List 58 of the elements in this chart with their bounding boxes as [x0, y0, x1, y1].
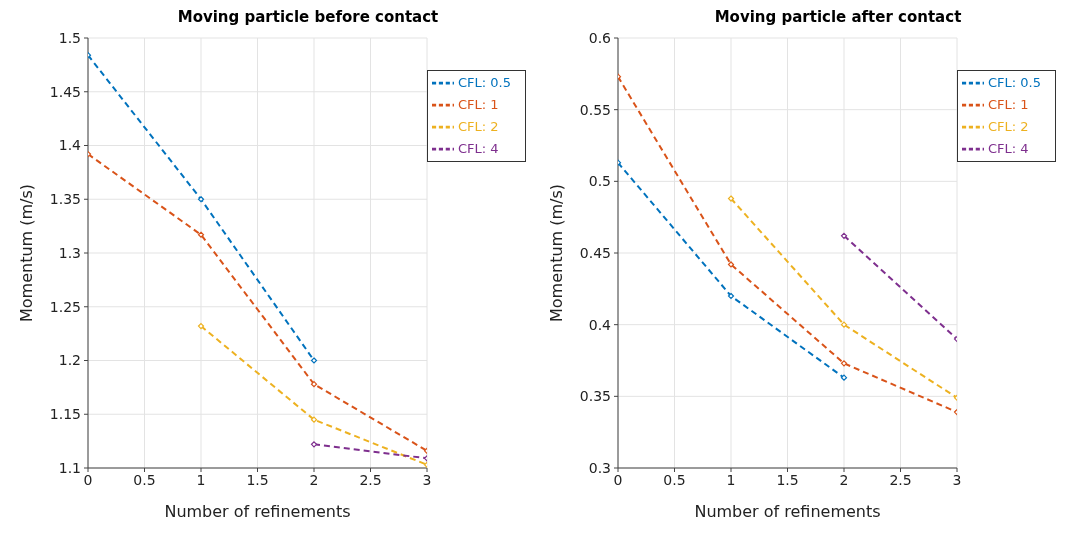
- legend-label: CFL: 4: [458, 140, 499, 156]
- y-tick-label: 0.5: [588, 173, 611, 190]
- y-tick-label: 1.1: [58, 459, 81, 476]
- point: [197, 323, 205, 330]
- legend-label: CFL: 1: [988, 96, 1029, 112]
- x-tick-label: 1.5: [246, 471, 269, 488]
- x-tick-label: 0.5: [663, 471, 686, 488]
- y-tick-label: 1.35: [49, 191, 81, 208]
- legend-label: CFL: 0.5: [458, 74, 511, 90]
- point: [727, 292, 735, 300]
- point: [423, 455, 428, 462]
- point: [197, 196, 205, 203]
- legend-label: CFL: 4: [988, 140, 1029, 156]
- legend-label: CFL: 2: [988, 118, 1029, 134]
- point: [840, 321, 848, 328]
- x-tick-label: 1: [196, 471, 206, 488]
- y-tick-label: 1.15: [49, 406, 81, 423]
- y-axis-title: Momentum (m/s): [16, 183, 36, 323]
- point: [423, 447, 428, 454]
- y-tick-label: 0.3: [588, 459, 611, 476]
- x-tick-label: 0: [613, 471, 623, 488]
- chart-title: Moving particle before contact: [176, 8, 440, 28]
- y-tick-label: 1.2: [58, 352, 81, 369]
- legend-label: CFL: 1: [458, 96, 499, 112]
- y-tick-label: 1.45: [49, 83, 81, 100]
- x-tick-label: 2: [309, 471, 319, 488]
- y-tick-label: 1.4: [58, 137, 82, 154]
- chart-title: Moving particle after contact: [713, 8, 963, 28]
- point: [953, 409, 958, 416]
- y-axis-title: Momentum (m/s): [546, 183, 566, 323]
- point: [840, 374, 848, 381]
- x-tick-label: 1: [726, 471, 736, 488]
- x-axis-title: Number of refinements: [694, 502, 881, 522]
- x-tick-label: 2.5: [889, 471, 912, 488]
- point: [310, 381, 318, 388]
- legend-label: CFL: 2: [458, 118, 499, 134]
- x-tick-label: 2: [839, 471, 849, 488]
- y-tick-label: 1.3: [58, 244, 81, 261]
- x-tick-label: 0: [83, 471, 93, 488]
- x-tick-label: 2.5: [359, 471, 382, 488]
- y-tick-label: 1.5: [58, 29, 81, 46]
- y-tick-label: 0.45: [579, 244, 611, 261]
- legend-label: CFL: 0.5: [988, 74, 1041, 90]
- y-tick-label: 0.6: [588, 29, 612, 46]
- x-tick-label: 1.5: [776, 471, 799, 488]
- y-tick-label: 0.4: [588, 316, 612, 333]
- x-tick-label: 3: [422, 471, 432, 488]
- y-tick-label: 0.35: [579, 388, 611, 405]
- x-tick-label: 0.5: [133, 471, 156, 488]
- point: [310, 416, 318, 423]
- point: [840, 360, 848, 367]
- point: [197, 231, 205, 238]
- x-axis-title: Number of refinements: [164, 502, 351, 522]
- x-tick-label: 3: [952, 471, 962, 488]
- point: [310, 441, 318, 448]
- y-tick-label: 1.25: [49, 298, 81, 315]
- point: [840, 232, 848, 239]
- y-tick-label: 0.55: [579, 101, 611, 118]
